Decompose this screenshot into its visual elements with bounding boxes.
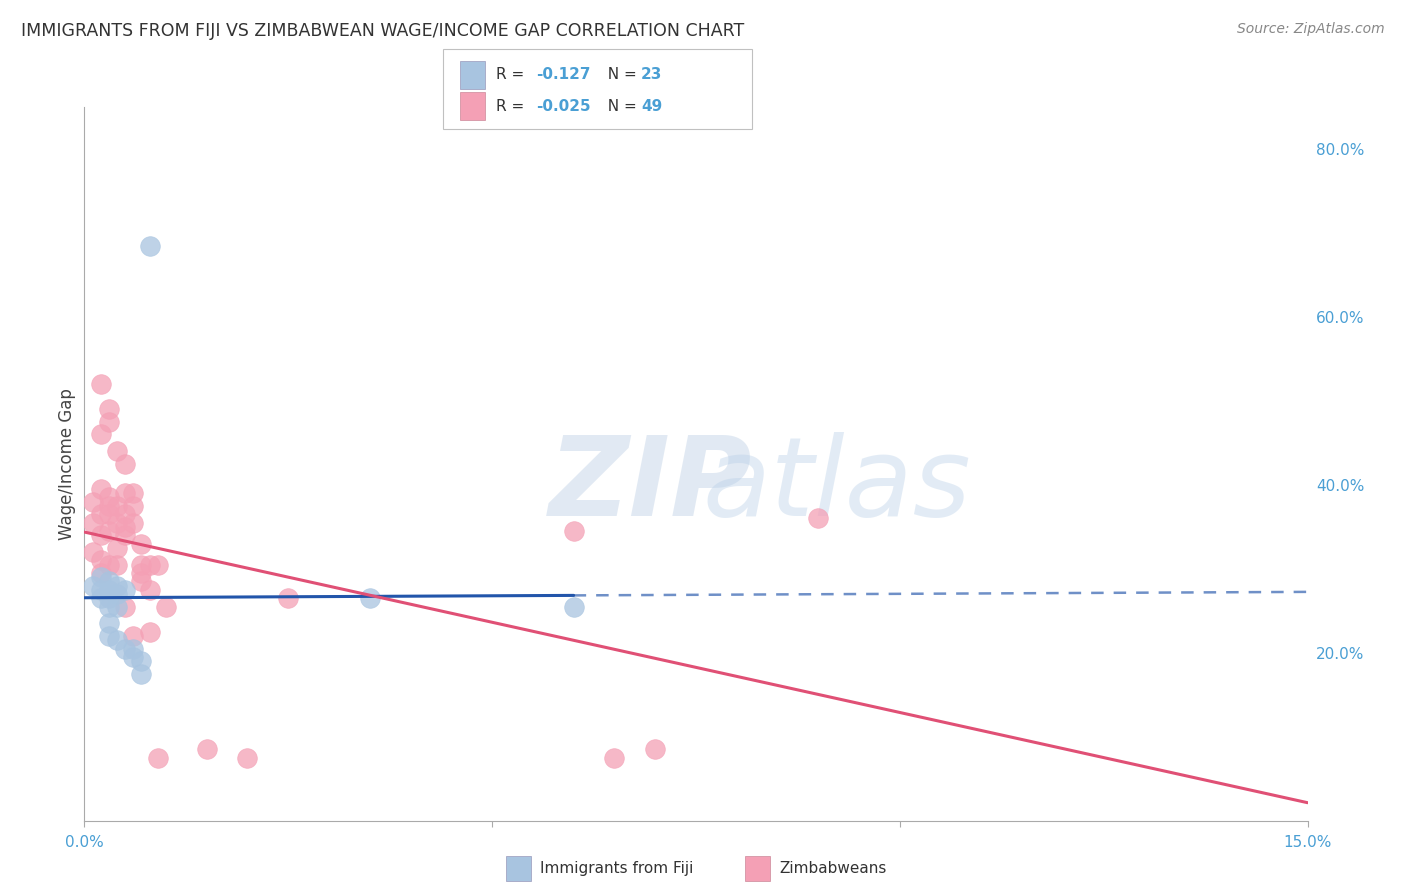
Point xyxy=(97,507,120,521)
Point xyxy=(114,582,136,597)
Point xyxy=(90,591,112,606)
Text: R =: R = xyxy=(496,99,530,113)
Point xyxy=(97,499,120,513)
Point xyxy=(359,591,381,606)
Point xyxy=(97,616,120,631)
Point xyxy=(90,482,112,496)
Point xyxy=(82,494,104,508)
Text: -0.127: -0.127 xyxy=(536,68,591,82)
Point xyxy=(82,578,104,592)
Point xyxy=(105,516,128,530)
Text: atlas: atlas xyxy=(702,432,970,539)
Point xyxy=(131,536,153,550)
Point xyxy=(122,641,145,656)
Point xyxy=(138,624,160,639)
Text: 23: 23 xyxy=(641,68,662,82)
Point xyxy=(82,516,104,530)
Point xyxy=(122,499,145,513)
Point xyxy=(90,570,112,584)
Point xyxy=(562,524,585,538)
Point xyxy=(90,553,112,567)
Point xyxy=(114,528,136,542)
Point xyxy=(122,486,145,500)
Text: ZIP: ZIP xyxy=(550,432,752,539)
Point xyxy=(105,444,128,458)
Point xyxy=(90,377,112,392)
Point xyxy=(195,742,218,756)
Point xyxy=(138,238,160,252)
Point xyxy=(90,507,112,521)
Point xyxy=(146,750,169,764)
Text: R =: R = xyxy=(496,68,530,82)
Point xyxy=(105,599,128,614)
Point xyxy=(114,641,136,656)
Point xyxy=(131,574,153,589)
Point xyxy=(114,486,136,500)
Text: Zimbabweans: Zimbabweans xyxy=(779,862,886,876)
Point xyxy=(97,558,120,572)
Text: -0.025: -0.025 xyxy=(536,99,591,113)
Y-axis label: Wage/Income Gap: Wage/Income Gap xyxy=(58,388,76,540)
Point xyxy=(122,516,145,530)
Point xyxy=(105,587,128,601)
Point xyxy=(82,545,104,559)
Point xyxy=(97,491,120,505)
Point xyxy=(90,427,112,442)
Point xyxy=(236,750,259,764)
Point xyxy=(114,457,136,471)
Point xyxy=(97,415,120,429)
Point xyxy=(138,558,160,572)
Point xyxy=(603,750,626,764)
Point xyxy=(277,591,299,606)
Point xyxy=(105,558,128,572)
Text: 49: 49 xyxy=(641,99,662,113)
Text: N =: N = xyxy=(598,68,641,82)
Point xyxy=(131,666,153,681)
Point xyxy=(131,654,153,668)
Point xyxy=(90,582,112,597)
Point xyxy=(122,629,145,643)
Point xyxy=(105,578,128,592)
Text: N =: N = xyxy=(598,99,641,113)
Point xyxy=(97,582,120,597)
Point xyxy=(97,591,120,606)
Point xyxy=(105,499,128,513)
Text: Immigrants from Fiji: Immigrants from Fiji xyxy=(540,862,693,876)
Point xyxy=(155,599,177,614)
Point xyxy=(97,629,120,643)
Point xyxy=(90,528,112,542)
Text: IMMIGRANTS FROM FIJI VS ZIMBABWEAN WAGE/INCOME GAP CORRELATION CHART: IMMIGRANTS FROM FIJI VS ZIMBABWEAN WAGE/… xyxy=(21,22,744,40)
Point xyxy=(131,558,153,572)
Point xyxy=(97,524,120,538)
Point xyxy=(138,582,160,597)
Point xyxy=(114,507,136,521)
Point xyxy=(146,558,169,572)
Point xyxy=(97,402,120,417)
Point xyxy=(807,511,830,525)
Point xyxy=(90,566,112,580)
Point xyxy=(105,541,128,555)
Point xyxy=(105,633,128,648)
Point xyxy=(97,599,120,614)
Text: Source: ZipAtlas.com: Source: ZipAtlas.com xyxy=(1237,22,1385,37)
Point xyxy=(644,742,666,756)
Point xyxy=(97,574,120,589)
Point xyxy=(114,599,136,614)
Point xyxy=(562,599,585,614)
Point xyxy=(131,566,153,580)
Point xyxy=(122,649,145,664)
Point xyxy=(114,520,136,534)
